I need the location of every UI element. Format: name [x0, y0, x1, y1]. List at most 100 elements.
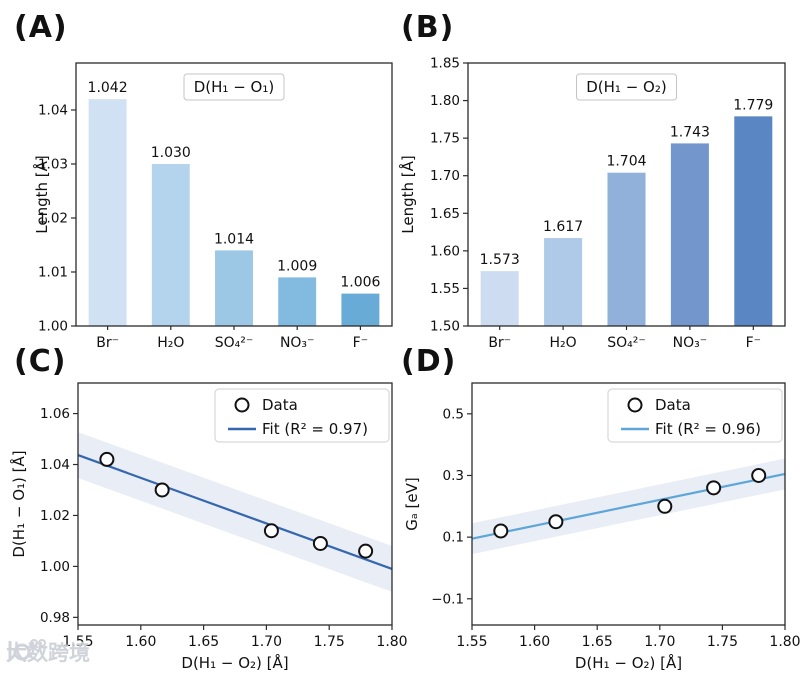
panel-title: D(H₁ − O₂) — [586, 78, 666, 96]
x-tick-label: 1.55 — [62, 634, 93, 650]
panel-title-box — [183, 73, 285, 101]
x-tick-label: 1.75 — [707, 634, 738, 650]
bar-value-label: 1.009 — [277, 258, 317, 274]
y-tick-label: 1.85 — [430, 56, 460, 72]
legend-data-marker — [234, 397, 250, 413]
bar-value-label: 1.779 — [733, 97, 773, 113]
bar — [480, 271, 519, 326]
y-tick-label: 1.03 — [38, 156, 68, 172]
axes-frame — [467, 62, 786, 327]
x-tick-label: 1.60 — [125, 634, 156, 650]
y-tick-label: 1.00 — [40, 559, 70, 575]
panel-label-d: (D) — [401, 344, 457, 379]
bar — [278, 277, 317, 326]
x-tick-label: 1.80 — [376, 634, 407, 650]
bar-value-label: 1.704 — [606, 154, 646, 170]
legend-data-marker — [627, 397, 643, 413]
bar — [544, 238, 583, 326]
y-tick-label: 0.3 — [443, 468, 464, 484]
y-tick-label: 1.75 — [430, 131, 460, 147]
x-tick-label: 1.80 — [769, 634, 800, 650]
panel-label-c: (C) — [14, 344, 67, 379]
x-tick-label: 1.65 — [188, 634, 219, 650]
y-tick-label: 1.02 — [38, 210, 68, 226]
bar-value-label: 1.030 — [151, 145, 191, 161]
legend-data-label: Data — [262, 396, 298, 414]
y-tick-label: 1.04 — [40, 457, 70, 473]
x-tick-label: 1.70 — [251, 634, 282, 650]
x-tick-label: Br⁻ — [96, 335, 119, 351]
y-tick-label: 1.02 — [40, 508, 70, 524]
data-point — [312, 535, 328, 551]
axes-frame — [75, 62, 393, 327]
y-tick-label: 1.04 — [38, 102, 68, 118]
bar — [670, 143, 709, 326]
x-tick-label: F⁻ — [353, 335, 368, 351]
y-tick-label: 1.65 — [430, 206, 460, 222]
x-tick-label: 1.75 — [314, 634, 345, 650]
bar-value-label: 1.743 — [670, 124, 710, 140]
x-axis-label: D(H₁ − O₂) [Å] — [181, 653, 288, 672]
bar-value-label: 1.617 — [543, 219, 583, 235]
y-tick-label: 1.00 — [38, 319, 68, 335]
panel-title-box — [576, 73, 677, 101]
y-tick-label: 1.50 — [430, 319, 460, 335]
data-point — [99, 451, 115, 467]
bar — [734, 116, 773, 326]
y-tick-label: 1.60 — [430, 243, 460, 259]
y-tick-label: 1.01 — [38, 264, 68, 280]
x-tick-label: 1.70 — [644, 634, 675, 650]
panel-label-a: (A) — [14, 10, 68, 45]
watermark-logo-icon — [8, 639, 46, 661]
data-point — [751, 467, 767, 483]
x-tick-label: SO₄²⁻ — [607, 335, 646, 351]
y-tick-label: 0.98 — [40, 610, 70, 626]
y-tick-label: 1.80 — [430, 93, 460, 109]
fit-line — [77, 454, 393, 570]
x-axis-label: D(H₁ − O₂) [Å] — [575, 653, 682, 672]
legend-data-label: Data — [655, 396, 691, 414]
x-tick-label: 1.55 — [456, 634, 487, 650]
x-tick-label: Br⁻ — [488, 335, 511, 351]
x-tick-label: 1.60 — [519, 634, 550, 650]
bar — [215, 250, 253, 326]
bar — [88, 99, 127, 326]
y-tick-label: 1.06 — [40, 406, 70, 422]
y-tick-label: 0.1 — [443, 530, 464, 546]
x-tick-label: NO₃⁻ — [673, 335, 708, 351]
legend-fit-label: Fit (R² = 0.97) — [262, 420, 368, 438]
bar-value-label: 1.006 — [340, 275, 380, 291]
x-tick-label: SO₄²⁻ — [215, 335, 254, 351]
data-point — [263, 523, 279, 539]
x-tick-label: H₂O — [157, 335, 184, 351]
x-tick-label: H₂O — [550, 335, 577, 351]
y-tick-label: 1.70 — [430, 168, 460, 184]
fit-line — [471, 472, 786, 540]
x-tick-label: NO₃⁻ — [280, 335, 315, 351]
y-tick-label: −0.1 — [431, 591, 464, 607]
data-point — [706, 480, 722, 496]
y-axis-label: Gₐ [eV] — [403, 477, 421, 530]
data-point — [358, 543, 374, 559]
bar — [607, 172, 646, 326]
data-point — [657, 498, 673, 514]
bar — [151, 163, 190, 326]
panel-label-b: (B) — [401, 10, 455, 45]
data-point — [548, 514, 564, 530]
bar-value-label: 1.042 — [88, 80, 128, 96]
legend-box — [607, 388, 783, 443]
y-axis-label: Length [Å] — [398, 155, 417, 233]
panel-title: D(H₁ − O₁) — [194, 78, 274, 96]
bar-value-label: 1.573 — [480, 252, 520, 268]
bar — [341, 293, 380, 326]
y-tick-label: 1.55 — [430, 281, 460, 297]
legend-box — [214, 388, 390, 443]
data-point — [493, 523, 509, 539]
watermark: 大数跨境 — [6, 637, 90, 667]
y-axis-label: D(H₁ − O₁) [Å] — [9, 450, 28, 557]
x-tick-label: 1.65 — [582, 634, 613, 650]
y-axis-label: Length [Å] — [32, 155, 51, 233]
axes-frame — [77, 382, 393, 626]
legend-fit-label: Fit (R² = 0.96) — [655, 420, 761, 438]
